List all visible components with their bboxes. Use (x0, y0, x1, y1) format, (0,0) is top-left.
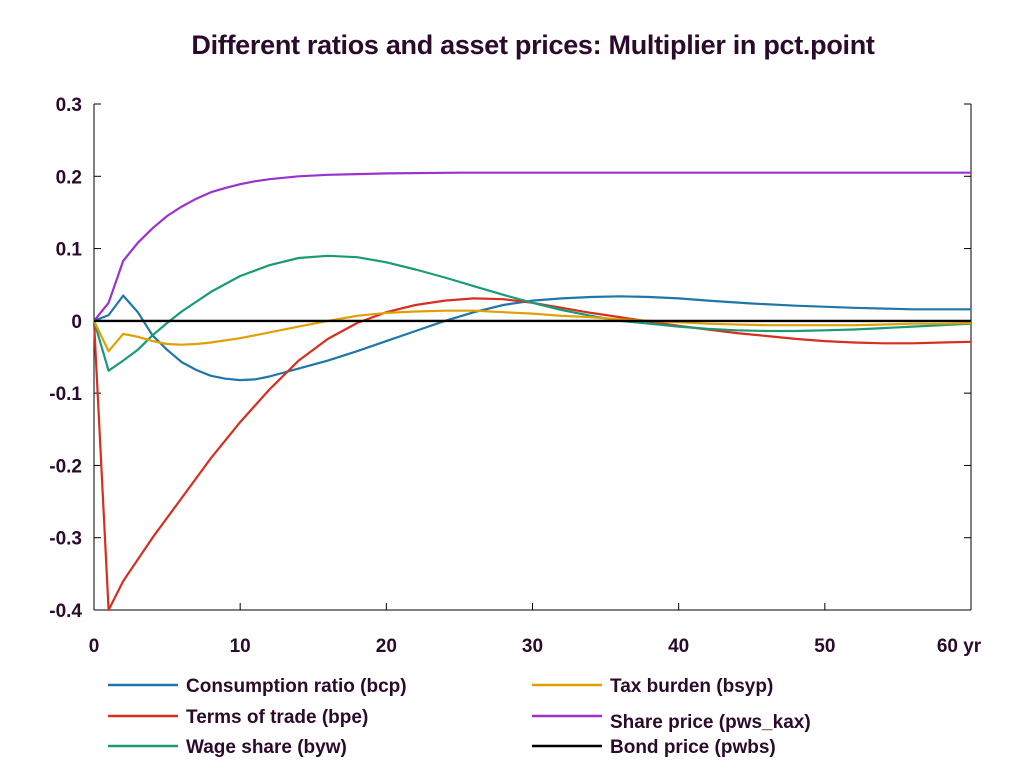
x-tick-label: 20 (376, 636, 397, 657)
y-tick-label: 0.2 (56, 167, 82, 188)
series-line-0 (93, 294, 971, 382)
series-line-4 (93, 171, 971, 322)
y-tick-label: -0.1 (49, 384, 82, 405)
legend-label-0: Consumption ratio (bcp) (186, 676, 407, 697)
series-line-1 (92, 297, 972, 612)
x-tick-label: 40 (668, 636, 689, 657)
series-lines (92, 171, 972, 612)
series-line-2 (92, 254, 972, 372)
y-tick-label: -0.4 (49, 601, 82, 622)
legend-label-5: Bond price (pwbs) (610, 737, 776, 758)
x-tick-label: 60 yr (937, 636, 982, 657)
axes: 0.3 0.2 0.1 0 -0.1 -0.2 -0.3 -0.4 0 10 20 30 40 50 60 … (49, 95, 982, 657)
y-tick-label: 0.3 (56, 95, 82, 116)
y-tick-label: -0.2 (49, 456, 82, 477)
legend-label-2: Wage share (byw) (186, 737, 347, 758)
x-tick-label: 30 (522, 636, 543, 657)
x-tick-label: 0 (89, 636, 100, 657)
chart-title: Different ratios and asset prices: Multi… (191, 30, 875, 60)
y-tick-label: 0 (71, 312, 82, 333)
x-tick-label: 10 (230, 636, 251, 657)
legend-label-4: Share price (pws_kax) (610, 712, 811, 733)
series-line-3 (93, 309, 972, 353)
y-tick-label: 0.1 (56, 240, 83, 261)
legend-label-1: Terms of trade (bpe) (186, 707, 368, 728)
legend-label-3: Tax burden (bsyp) (610, 676, 773, 697)
y-tick-label: -0.3 (49, 529, 82, 550)
legend: Consumption ratio (bcp) Terms of trade (b… (108, 676, 811, 758)
x-tick-label: 50 (814, 636, 835, 657)
